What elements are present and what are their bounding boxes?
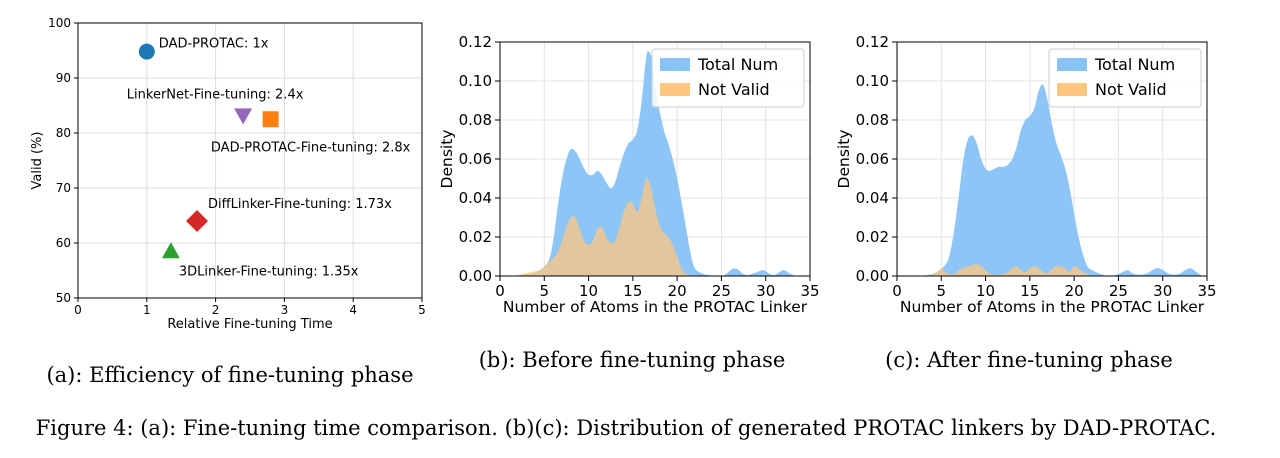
x-tick-label: 30	[1153, 282, 1172, 300]
marker-triangle-up	[161, 242, 180, 259]
legend-swatch	[1057, 83, 1087, 96]
x-tick-label: 15	[623, 282, 642, 300]
point-label: LinkerNet-Fine-tuning: 2.4x	[127, 87, 304, 102]
x-tick-label: 25	[712, 282, 731, 300]
x-tick-label: 1	[143, 303, 151, 317]
y-tick-label: 0.12	[856, 33, 889, 51]
y-tick-label: 0.00	[459, 267, 492, 285]
panel-c-density: 0 5 10 15 20 25 30 35 0.00 0.02 0.04 0.06 0.08 0.10 0.…	[835, 33, 1217, 316]
legend-swatch	[660, 83, 690, 96]
y-axis-label: Density	[835, 130, 853, 189]
y-tick-label: 0.12	[459, 33, 492, 51]
point-label: DiffLinker-Fine-tuning: 1.73x	[208, 197, 392, 212]
legend-entry: Total Num	[697, 55, 778, 74]
x-tick-label: 0	[74, 303, 82, 317]
x-tick-label: 4	[349, 303, 357, 317]
density-area-total-num	[513, 51, 797, 277]
panel-b-density: 0 5 10 15 20 25 30 35 0.00 0.02 0.04 0.06 0.08 0.10 0.…	[438, 33, 820, 316]
point-label: DAD-PROTAC-Fine-tuning: 2.8x	[211, 140, 411, 155]
y-tick-label: 0.08	[856, 111, 889, 129]
density-area-not-valid	[928, 264, 1092, 276]
legend-entry: Total Num	[1094, 55, 1175, 74]
x-tick-label: 35	[800, 282, 819, 300]
x-tick-label: 10	[579, 282, 598, 300]
y-tick-label: 100	[48, 16, 71, 30]
subcaption-a: (a): Efficiency of fine-tuning phase	[46, 363, 413, 387]
x-tick-label: 5	[418, 303, 426, 317]
y-tick-label: 0.04	[459, 189, 492, 207]
y-tick-label: 0.02	[459, 228, 492, 246]
y-tick-label: 70	[56, 181, 71, 195]
marker-triangle-down	[234, 108, 253, 125]
legend-swatch	[660, 58, 690, 71]
y-tick-label: 50	[56, 291, 71, 305]
subcaption-b: (b): Before fine-tuning phase	[479, 348, 786, 372]
x-tick-label: 3	[281, 303, 289, 317]
x-tick-label: 5	[937, 282, 947, 300]
y-tick-label: 0.06	[856, 150, 889, 168]
x-tick-label: 15	[1020, 282, 1039, 300]
x-axis-label: Number of Atoms in the PROTAC Linker	[503, 298, 808, 316]
x-tick-label: 20	[1065, 282, 1084, 300]
marker-diamond	[186, 210, 209, 232]
x-axis-label: Relative Fine-tuning Time	[167, 317, 332, 332]
density-area-not-valid	[513, 178, 695, 276]
x-tick-label: 25	[1109, 282, 1128, 300]
density-area-total-num	[919, 84, 1203, 276]
y-axis-label: Valid (%)	[30, 132, 45, 190]
plot-frame	[499, 41, 811, 277]
panel-a-scatter: 0 1 2 3 4 5 50 60 70 80 90 100 Relative Fine-tuning …	[30, 16, 426, 332]
plot-frame	[77, 22, 423, 299]
figure-caption: Figure 4: (a): Fine-tuning time comparis…	[36, 416, 1217, 440]
x-tick-label: 0	[892, 282, 902, 300]
x-axis-label: Number of Atoms in the PROTAC Linker	[900, 298, 1205, 316]
x-tick-label: 35	[1197, 282, 1216, 300]
marker-square	[262, 111, 279, 128]
x-tick-label: 0	[495, 282, 505, 300]
x-tick-label: 5	[540, 282, 550, 300]
y-tick-label: 0.04	[856, 189, 889, 207]
y-tick-label: 90	[56, 71, 71, 85]
x-tick-label: 10	[976, 282, 995, 300]
y-tick-label: 0.10	[856, 72, 889, 90]
plot-frame	[896, 41, 1208, 277]
y-tick-label: 80	[56, 126, 71, 140]
point-label: 3DLinker-Fine-tuning: 1.35x	[179, 264, 359, 279]
y-tick-label: 0.00	[856, 267, 889, 285]
y-tick-label: 60	[56, 236, 71, 250]
x-tick-label: 2	[212, 303, 220, 317]
subcaption-c: (c): After fine-tuning phase	[885, 348, 1173, 372]
x-tick-label: 30	[756, 282, 775, 300]
y-tick-label: 0.08	[459, 111, 492, 129]
legend-entry: Not Valid	[1095, 80, 1167, 99]
legend-entry: Not Valid	[698, 80, 770, 99]
y-tick-label: 0.06	[459, 150, 492, 168]
y-tick-label: 0.02	[856, 228, 889, 246]
y-tick-label: 0.10	[459, 72, 492, 90]
legend-swatch	[1057, 58, 1087, 71]
point-label: DAD-PROTAC: 1x	[159, 37, 269, 52]
x-tick-label: 20	[668, 282, 687, 300]
marker-circle	[138, 43, 155, 60]
y-axis-label: Density	[438, 130, 456, 189]
